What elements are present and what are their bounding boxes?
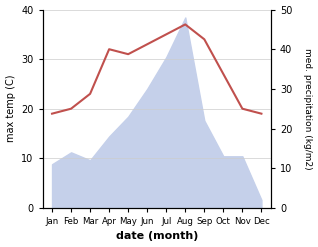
Y-axis label: med. precipitation (kg/m2): med. precipitation (kg/m2)	[303, 48, 313, 169]
Y-axis label: max temp (C): max temp (C)	[5, 75, 16, 143]
X-axis label: date (month): date (month)	[115, 231, 198, 242]
